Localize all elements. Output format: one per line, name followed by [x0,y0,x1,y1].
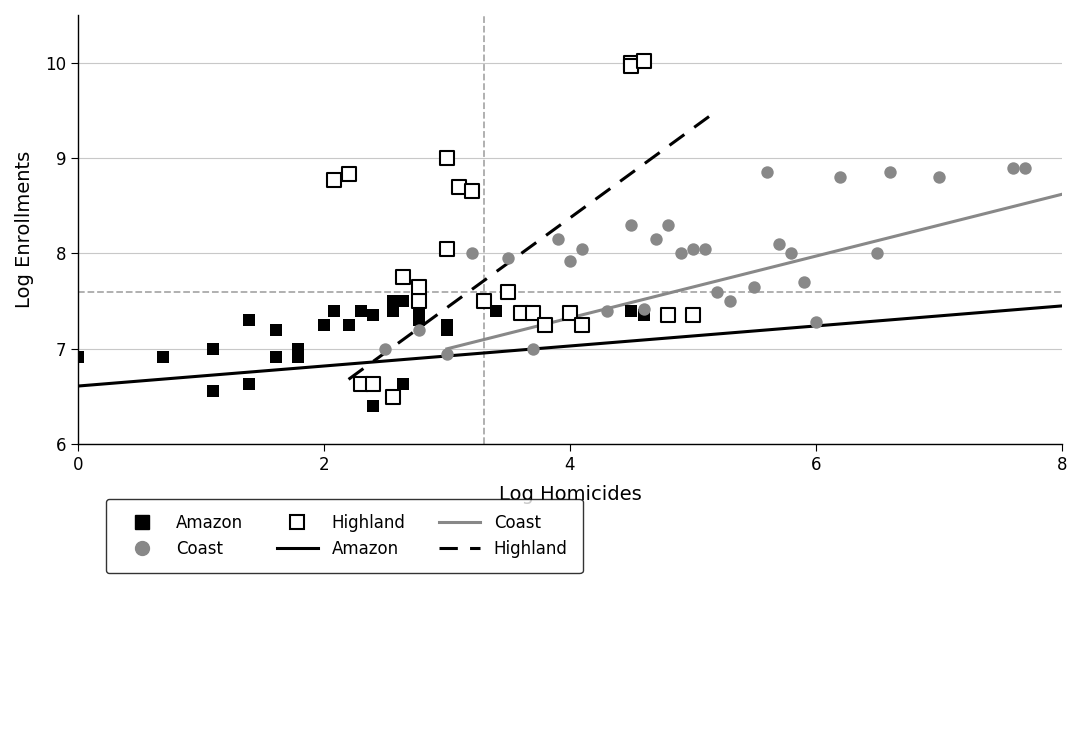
Point [353,378,370,390]
Point [770,238,788,250]
Point [635,55,652,66]
Point [267,323,285,335]
Point [410,281,427,293]
Point [463,247,480,259]
Legend: Amazon, Coast, Highland, Amazon, Coast, Highland: Amazon, Coast, Highland, Amazon, Coast, … [106,499,582,573]
Point [290,343,307,355]
Point [525,306,542,318]
Y-axis label: Log Enrollments: Log Enrollments [15,151,34,309]
Point [721,295,738,307]
Point [1004,161,1021,173]
Point [684,309,701,321]
Point [697,243,714,255]
Point [384,295,401,307]
Point [438,323,456,335]
Point [290,351,307,363]
Point [438,347,456,359]
Point [475,295,492,307]
Point [438,243,456,255]
Point [647,233,664,245]
Point [326,305,343,317]
Point [204,343,222,355]
Point [635,309,652,321]
Point [365,378,382,390]
Point [240,314,258,326]
Point [782,247,800,259]
Point [410,295,427,307]
Point [684,243,701,255]
Point [598,305,616,317]
Point [623,305,641,317]
Point [709,285,726,297]
Point [394,295,411,307]
Point [384,391,401,403]
Point [881,167,898,179]
Point [394,271,411,283]
Point [869,247,886,259]
Point [573,319,591,331]
Point [573,243,591,255]
Point [410,314,427,326]
Point [635,303,652,314]
Point [931,171,948,183]
Point [1016,161,1033,173]
Point [795,276,813,288]
Point [340,168,357,180]
Point [623,60,641,72]
Point [562,255,579,267]
Point [525,343,542,355]
Point [240,378,258,390]
Point [315,319,332,331]
Point [500,285,517,297]
Point [438,319,456,331]
Point [353,305,370,317]
Point [562,306,579,318]
Point [745,281,763,293]
Point [69,351,87,363]
Point [267,351,285,363]
Point [450,181,467,193]
Point [500,252,517,264]
Point [660,219,677,231]
Point [365,309,382,321]
Point [438,152,456,164]
Point [394,378,411,390]
Point [384,305,401,317]
Point [204,385,222,397]
Point [807,316,824,328]
Point [488,305,505,317]
Point [377,343,394,355]
Point [623,57,641,69]
Point [512,306,529,318]
Point [758,167,776,179]
Point [623,219,641,231]
Point [832,171,849,183]
Point [549,233,566,245]
Point [660,309,677,321]
Point [365,400,382,412]
Point [672,247,689,259]
Point [155,351,172,363]
Point [537,319,554,331]
Point [410,305,427,317]
Point [410,323,427,335]
X-axis label: Log Homicides: Log Homicides [499,485,642,504]
Point [326,174,343,186]
Point [340,319,357,331]
Point [463,185,480,197]
